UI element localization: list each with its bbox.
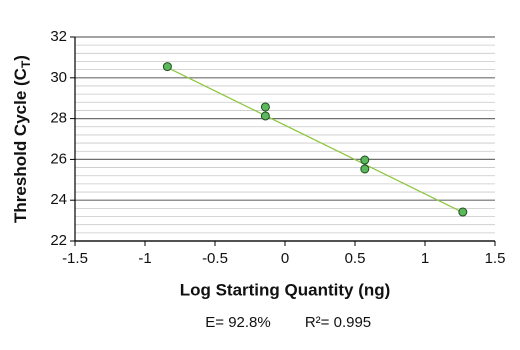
data-point [260, 111, 270, 121]
trend-line [167, 67, 464, 214]
y-label-text: Threshold Cycle (C [11, 68, 30, 223]
y-tick-label: 26 [50, 150, 67, 167]
y-tick-label: 24 [50, 191, 67, 208]
x-tick-label: -1 [138, 250, 151, 267]
x-tick-label: 1.5 [485, 250, 506, 267]
annotation: E= 92.8% [205, 314, 270, 331]
data-point [260, 102, 270, 112]
y-tick-label: 28 [50, 110, 67, 127]
data-point [162, 62, 172, 72]
data-point [360, 155, 370, 165]
data-point [360, 164, 370, 174]
x-tick-label: 1 [421, 250, 429, 267]
annotation: R²= 0.995 [305, 314, 371, 331]
x-tick-label: -1.5 [62, 250, 88, 267]
y-axis-label: Threshold Cycle (CT) [11, 55, 33, 223]
data-point [458, 207, 468, 217]
x-tick-label: 0.5 [345, 250, 366, 267]
x-tick-label: -0.5 [202, 250, 228, 267]
y-label-end: ) [11, 55, 30, 61]
y-tick-label: 22 [50, 232, 67, 249]
x-tick-label: 0 [281, 250, 289, 267]
x-axis-label: Log Starting Quantity (ng) [180, 280, 391, 299]
y-label-sub: T [19, 60, 33, 68]
y-tick-label: 32 [50, 28, 67, 45]
y-tick-label: 30 [50, 69, 67, 86]
